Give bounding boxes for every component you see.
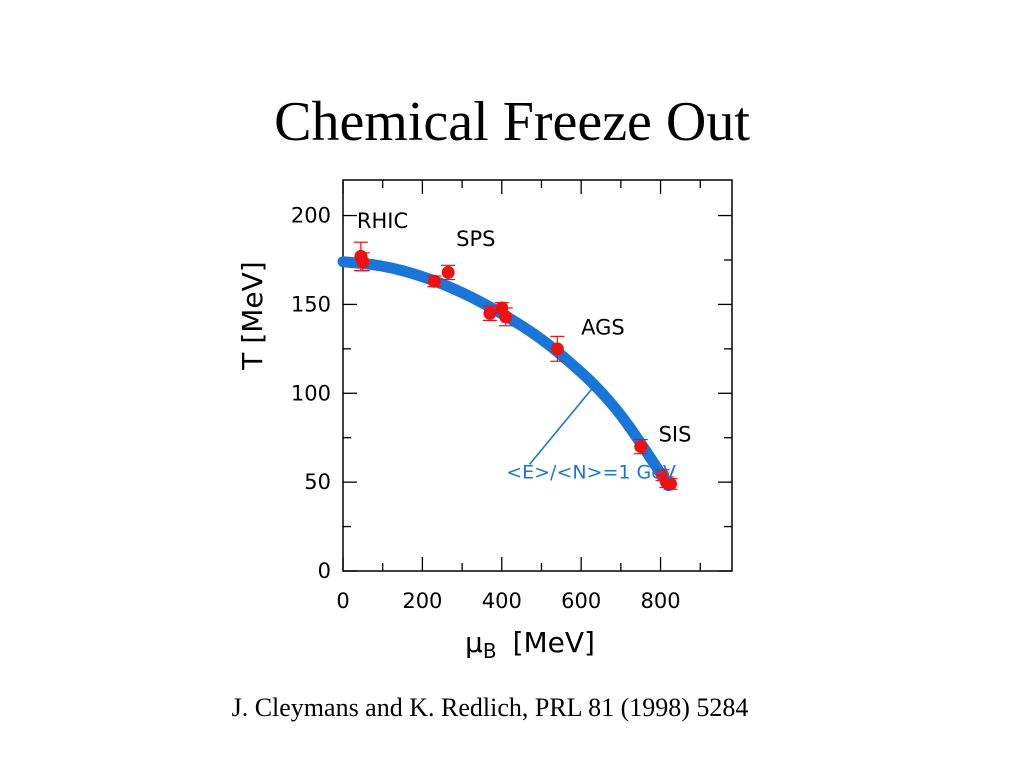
annotation-label: SIS [659, 422, 692, 446]
y-tick-label: 0 [318, 559, 331, 583]
data-point [441, 265, 455, 279]
data-point [427, 274, 441, 288]
x-tick-label: 200 [402, 589, 442, 613]
x-tick-label: 400 [482, 589, 522, 613]
x-axis-symbol: μ [465, 626, 483, 659]
y-tick-label: 150 [291, 292, 331, 316]
curve-label-pointer [528, 382, 598, 465]
annotations: RHIC SPS AGS SIS [357, 209, 692, 446]
annotation-label: AGS [581, 316, 625, 340]
axis-ticks [342, 180, 732, 572]
citation: J. Cleymans and K. Redlich, PRL 81 (1998… [231, 693, 749, 722]
curve-label: <E>/<N>=1 GeV [506, 462, 676, 484]
plot-frame [342, 179, 733, 572]
data-point [634, 440, 648, 454]
data-point [663, 477, 677, 491]
annotation-label: SPS [456, 227, 495, 251]
x-axis-title: μB [MeV] [465, 626, 595, 663]
x-axis-subscript: B [483, 639, 497, 663]
y-tick-label: 50 [304, 470, 331, 494]
data-point [356, 255, 370, 269]
annotation-label: RHIC [357, 209, 408, 233]
tick-labels: 0 200 400 600 800 0 50 100 150 200 [291, 204, 681, 613]
x-axis-unit: [MeV] [513, 626, 595, 659]
y-tick-label: 100 [291, 381, 331, 405]
x-tick-label: 0 [336, 589, 349, 613]
data-point [483, 306, 497, 320]
data-point [499, 310, 513, 324]
y-axis-title: T [MeV] [236, 261, 269, 370]
x-tick-label: 600 [561, 589, 601, 613]
slide-title: Chemical Freeze Out [274, 91, 750, 153]
x-tick-label: 800 [641, 589, 681, 613]
data-points [353, 241, 678, 491]
data-point [550, 342, 564, 356]
freeze-out-curve [337, 256, 674, 492]
y-tick-label: 200 [291, 204, 331, 228]
